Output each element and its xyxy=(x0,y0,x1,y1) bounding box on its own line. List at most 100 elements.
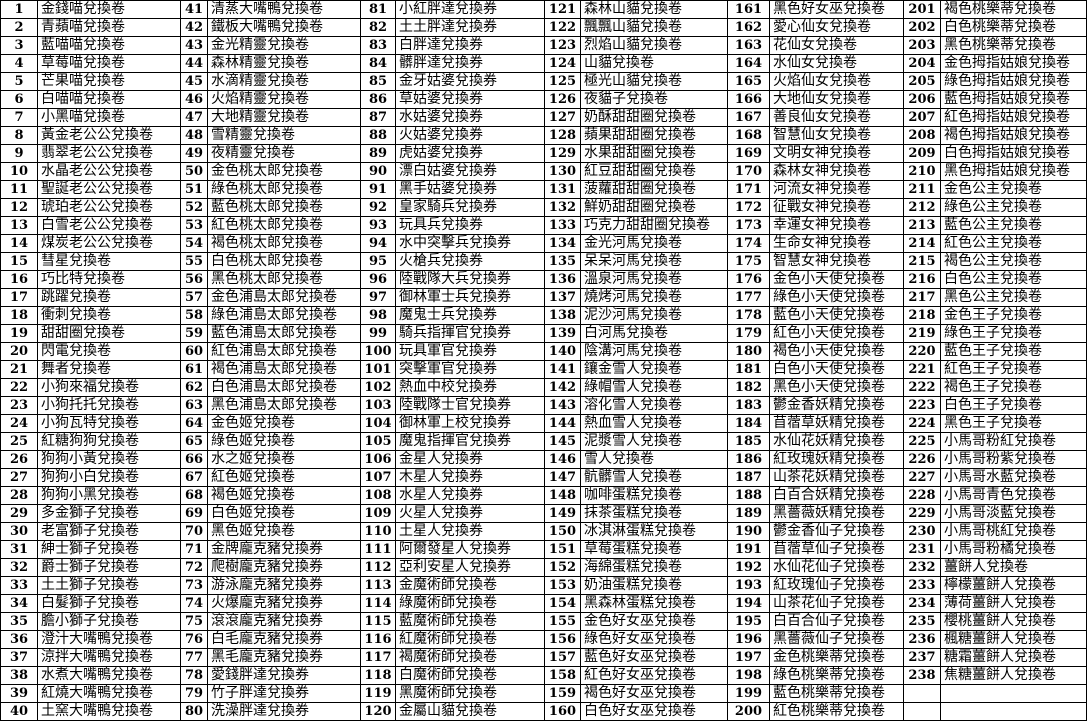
item-name-cell[interactable]: 紅色桃太郎兌換卷 xyxy=(207,216,361,235)
item-name-cell[interactable]: 芒果喵兌換卷 xyxy=(37,72,181,91)
item-name-cell[interactable]: 水之姬兌換卷 xyxy=(207,450,361,469)
item-name-cell[interactable]: 金色桃樂蒂兌換卷 xyxy=(769,648,904,667)
item-name-cell[interactable]: 薄荷薑餅人兌換卷 xyxy=(940,594,1087,613)
item-number-cell[interactable]: 191 xyxy=(727,540,770,559)
item-number-cell[interactable]: 133 xyxy=(544,216,581,235)
item-number-cell[interactable]: 25 xyxy=(0,432,38,451)
item-number-cell[interactable]: 143 xyxy=(544,396,581,415)
item-name-cell[interactable]: 水滴精靈兌換卷 xyxy=(207,72,361,91)
item-name-cell[interactable]: 白毛龐克豬兌換券 xyxy=(207,630,361,649)
item-number-cell[interactable]: 202 xyxy=(903,18,941,37)
item-name-cell[interactable]: 藍色好女巫兌換卷 xyxy=(580,648,728,667)
item-name-cell[interactable]: 草莓喵兌換卷 xyxy=(37,54,181,73)
item-number-cell[interactable]: 113 xyxy=(360,576,396,595)
item-number-cell[interactable]: 167 xyxy=(727,108,770,127)
item-number-cell[interactable]: 217 xyxy=(903,288,941,307)
item-name-cell[interactable]: 藍魔術師兌換卷 xyxy=(395,612,545,631)
item-name-cell[interactable]: 髒胖達兌換券 xyxy=(395,54,545,73)
item-name-cell[interactable]: 黑色浦島太郎兌換卷 xyxy=(207,396,361,415)
item-number-cell[interactable]: 131 xyxy=(544,180,581,199)
item-number-cell[interactable]: 89 xyxy=(360,144,396,163)
item-name-cell[interactable]: 褐色小天使兌換卷 xyxy=(769,342,904,361)
item-name-cell[interactable]: 金色浦島太郎兌換卷 xyxy=(207,288,361,307)
item-number-cell[interactable]: 16 xyxy=(0,270,38,289)
item-name-cell[interactable]: 黑色公主兌換卷 xyxy=(940,288,1087,307)
item-name-cell[interactable]: 水中突擊兵兌換券 xyxy=(395,234,545,253)
item-name-cell[interactable]: 愛錢胖達兌換券 xyxy=(207,666,361,685)
item-name-cell[interactable]: 紅玫瑰妖精兌換卷 xyxy=(769,450,904,469)
item-name-cell[interactable]: 苜蓿草仙子兌換卷 xyxy=(769,540,904,559)
item-name-cell[interactable]: 土星人兌換券 xyxy=(395,522,545,541)
item-number-cell[interactable]: 87 xyxy=(360,108,396,127)
item-number-cell[interactable]: 36 xyxy=(0,630,38,649)
item-number-cell[interactable]: 153 xyxy=(544,576,581,595)
item-number-cell[interactable]: 55 xyxy=(180,252,208,271)
item-number-cell[interactable]: 67 xyxy=(180,468,208,487)
item-number-cell[interactable]: 7 xyxy=(0,108,38,127)
item-name-cell[interactable]: 陸戰隊士官兌換券 xyxy=(395,396,545,415)
item-name-cell[interactable]: 褐色浦島太郎兌換卷 xyxy=(207,360,361,379)
item-number-cell[interactable]: 115 xyxy=(360,612,396,631)
item-name-cell[interactable]: 綠魔術師兌換卷 xyxy=(395,594,545,613)
item-name-cell[interactable]: 薑餅人兌換卷 xyxy=(940,558,1087,577)
item-name-cell[interactable]: 火星人兌換券 xyxy=(395,504,545,523)
item-number-cell[interactable]: 219 xyxy=(903,324,941,343)
item-name-cell[interactable]: 夜精靈兌換卷 xyxy=(207,144,361,163)
item-number-cell[interactable]: 60 xyxy=(180,342,208,361)
item-name-cell[interactable]: 玩具軍官兌換券 xyxy=(395,342,545,361)
item-number-cell[interactable]: 225 xyxy=(903,432,941,451)
item-number-cell[interactable]: 181 xyxy=(727,360,770,379)
item-name-cell[interactable]: 抹茶蛋糕兌換卷 xyxy=(580,504,728,523)
item-number-cell[interactable]: 238 xyxy=(903,666,941,685)
item-name-cell[interactable]: 綠色姬兌換卷 xyxy=(207,432,361,451)
item-name-cell[interactable]: 紅色桃樂蒂兌換卷 xyxy=(769,702,904,721)
item-number-cell[interactable]: 19 xyxy=(0,324,38,343)
item-number-cell[interactable]: 49 xyxy=(180,144,208,163)
item-number-cell[interactable]: 48 xyxy=(180,126,208,145)
item-name-cell[interactable]: 骯髒雪人兌換卷 xyxy=(580,468,728,487)
item-name-cell[interactable]: 翡翠老公公兌換卷 xyxy=(37,144,181,163)
item-name-cell[interactable]: 清蒸大嘴鴨兌換卷 xyxy=(207,0,361,19)
item-name-cell[interactable]: 黑色桃樂蒂兌換卷 xyxy=(940,36,1087,55)
item-name-cell[interactable]: 巧比特兌換卷 xyxy=(37,270,181,289)
item-name-cell[interactable]: 征戰女神兌換卷 xyxy=(769,198,904,217)
item-name-cell[interactable]: 皇家騎兵兌換券 xyxy=(395,198,545,217)
item-number-cell[interactable]: 141 xyxy=(544,360,581,379)
item-name-cell[interactable]: 蘋果甜甜圈兌換卷 xyxy=(580,126,728,145)
item-name-cell[interactable]: 火焰仙女兌換卷 xyxy=(769,72,904,91)
item-number-cell[interactable]: 211 xyxy=(903,180,941,199)
item-number-cell[interactable]: 151 xyxy=(544,540,581,559)
item-name-cell[interactable]: 黑色王子兌換卷 xyxy=(940,414,1087,433)
item-name-cell[interactable]: 藍色拇指姑娘兌換卷 xyxy=(940,90,1087,109)
item-number-cell[interactable]: 72 xyxy=(180,558,208,577)
item-number-cell[interactable]: 203 xyxy=(903,36,941,55)
item-name-cell[interactable]: 文明女神兌換卷 xyxy=(769,144,904,163)
item-name-cell[interactable]: 鐵板大嘴鴨兌換卷 xyxy=(207,18,361,37)
item-number-cell[interactable]: 127 xyxy=(544,108,581,127)
item-number-cell[interactable]: 1 xyxy=(0,0,38,19)
item-number-cell[interactable]: 124 xyxy=(544,54,581,73)
item-name-cell[interactable]: 魔鬼指揮官兌換券 xyxy=(395,432,545,451)
item-name-cell[interactable]: 藍色小天使兌換卷 xyxy=(769,306,904,325)
item-name-cell[interactable]: 漂白姑婆兌換券 xyxy=(395,162,545,181)
item-number-cell[interactable]: 50 xyxy=(180,162,208,181)
item-number-cell[interactable]: 100 xyxy=(360,342,396,361)
item-number-cell[interactable]: 92 xyxy=(360,198,396,217)
item-name-cell[interactable]: 金牙姑婆兌換券 xyxy=(395,72,545,91)
item-number-cell[interactable]: 24 xyxy=(0,414,38,433)
item-number-cell[interactable]: 85 xyxy=(360,72,396,91)
item-name-cell[interactable]: 水仙女兌換卷 xyxy=(769,54,904,73)
item-name-cell[interactable]: 舞者兌換卷 xyxy=(37,360,181,379)
item-name-cell[interactable]: 小馬哥桃紅兌換卷 xyxy=(940,522,1087,541)
item-name-cell[interactable]: 鑲金雪人兌換卷 xyxy=(580,360,728,379)
item-name-cell[interactable]: 白色小天使兌換卷 xyxy=(769,360,904,379)
item-number-cell[interactable]: 73 xyxy=(180,576,208,595)
item-number-cell[interactable]: 110 xyxy=(360,522,396,541)
item-number-cell[interactable]: 102 xyxy=(360,378,396,397)
item-name-cell[interactable]: 白色公主兌換卷 xyxy=(940,270,1087,289)
item-number-cell[interactable]: 18 xyxy=(0,306,38,325)
item-name-cell[interactable]: 藍色王子兌換卷 xyxy=(940,342,1087,361)
item-name-cell[interactable]: 大地精靈兌換卷 xyxy=(207,108,361,127)
item-number-cell[interactable]: 84 xyxy=(360,54,396,73)
item-number-cell[interactable]: 51 xyxy=(180,180,208,199)
